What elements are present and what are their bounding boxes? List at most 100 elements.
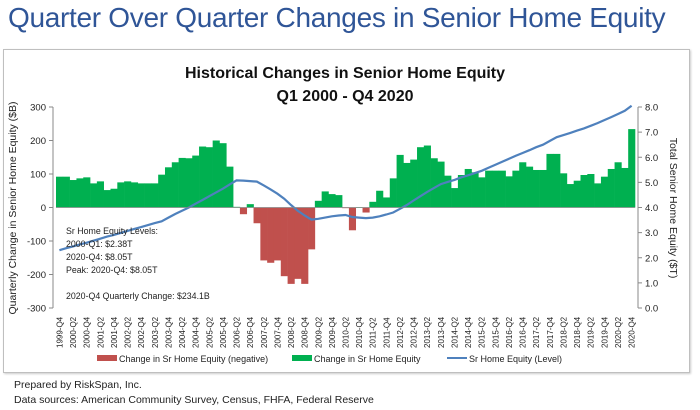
x-tick-label: 2017-Q4	[546, 316, 555, 348]
bar-positive	[382, 197, 391, 208]
annotation-text: Sr Home Equity Levels:	[66, 226, 158, 236]
bar-positive	[396, 154, 404, 208]
y-tick-label: -300	[27, 304, 46, 315]
x-tick-label: 2006-Q4	[246, 316, 255, 348]
x-tick-label: 2008-Q2	[287, 316, 296, 348]
x-tick-label: 1999-Q4	[55, 316, 64, 348]
bar-negative	[362, 207, 370, 213]
x-tick-label: 2019-Q4	[600, 316, 609, 348]
bar-negative	[294, 207, 302, 279]
bar-positive	[566, 184, 574, 208]
bar-positive	[56, 176, 64, 208]
y2-tick-label: 1.0	[645, 278, 658, 289]
bar-positive	[444, 175, 452, 208]
bar-positive	[151, 183, 159, 208]
x-tick-label: 2020-Q2	[614, 316, 623, 348]
annotation-text: 2000-Q1: $2.38T	[66, 239, 133, 249]
bar-positive	[90, 183, 98, 208]
x-tick-label: 2012-Q2	[396, 316, 405, 348]
x-tick-label: 2013-Q4	[437, 316, 446, 348]
bar-positive	[607, 168, 615, 208]
bar-negative	[280, 207, 288, 277]
x-tick-label: 2010-Q4	[355, 316, 364, 348]
bar-negative	[348, 207, 357, 231]
bar-positive	[594, 183, 602, 208]
bar-positive	[485, 170, 493, 208]
x-tick-label: 2004-Q2	[178, 316, 187, 348]
bar-negative	[239, 207, 248, 215]
y2-tick-label: 2.0	[645, 253, 658, 264]
bar-positive	[335, 195, 343, 208]
bar-positive	[553, 153, 561, 208]
bar-positive	[192, 155, 200, 208]
legend-label: Sr Home Equity (Level)	[469, 354, 562, 364]
bar-positive	[478, 177, 486, 208]
y2-tick-label: 8.0	[645, 103, 658, 114]
x-tick-label: 2003-Q4	[164, 316, 173, 348]
bar-positive	[369, 201, 377, 208]
bar-positive	[96, 181, 104, 208]
x-tick-label: 2011-Q4	[382, 317, 391, 348]
bar-positive	[573, 180, 581, 208]
x-tick-label: 2000-Q4	[83, 316, 92, 348]
bar-positive	[226, 166, 234, 208]
x-tick-label: 2019-Q2	[587, 316, 596, 348]
bar-positive	[512, 170, 520, 208]
x-tick-label: 2016-Q4	[519, 316, 528, 348]
bar-positive	[212, 140, 220, 208]
x-tick-label: 2010-Q2	[342, 316, 351, 348]
bar-positive	[110, 188, 118, 208]
bar-positive	[539, 169, 547, 208]
bar-positive	[178, 157, 186, 208]
bar-positive	[614, 162, 622, 208]
bar-positive	[464, 168, 472, 208]
y-tick-label: -200	[27, 270, 46, 281]
x-tick-label: 2011-Q2	[369, 317, 378, 348]
annotation-text: 2020-Q4 Quarterly Change: $234.1B	[66, 291, 210, 301]
bar-positive	[124, 181, 132, 208]
x-tick-label: 2005-Q4	[219, 316, 228, 348]
bar-positive	[376, 190, 384, 208]
y-tick-label: 0	[41, 203, 46, 214]
prepared-by: Prepared by RiskSpan, Inc.	[14, 379, 142, 391]
bar-positive	[389, 178, 397, 208]
bar-positive	[171, 162, 179, 208]
bar-positive	[600, 176, 609, 208]
bar-negative	[253, 207, 261, 224]
x-tick-label: 2001-Q4	[110, 316, 119, 348]
chart-container	[3, 49, 690, 373]
y-axis-label: Quarterly Change in Senior Home Equity (…	[7, 101, 19, 314]
bar-positive	[546, 153, 554, 208]
chart-title: Historical Changes in Senior Home Equity	[185, 65, 505, 82]
bar-positive	[76, 178, 84, 208]
bar-positive	[314, 200, 322, 208]
y2-axis-label: Total Senior Home Equity ($T)	[667, 138, 679, 279]
x-tick-label: 2015-Q2	[478, 316, 487, 348]
x-tick-label: 2009-Q2	[314, 316, 323, 348]
bar-positive	[417, 147, 425, 208]
chart-subtitle: Q1 2000 - Q4 2020	[277, 88, 414, 105]
x-tick-label: 2006-Q2	[233, 316, 242, 348]
bar-positive	[580, 175, 588, 208]
bar-positive	[628, 129, 636, 208]
bar-positive	[83, 177, 91, 208]
bar-positive	[219, 143, 227, 208]
bar-negative	[308, 207, 316, 250]
x-tick-label: 2009-Q4	[328, 316, 337, 348]
bar-positive	[321, 191, 329, 208]
bar-positive	[519, 162, 527, 208]
legend-swatch	[292, 355, 312, 361]
x-tick-label: 2004-Q4	[192, 316, 201, 348]
legend-label: Change in Sr Home Equity	[314, 354, 421, 364]
x-tick-label: 2017-Q2	[532, 316, 541, 348]
bar-positive	[560, 173, 568, 208]
bar-positive	[130, 182, 139, 208]
legend-label: Change in Sr Home Equity (negative)	[119, 354, 268, 364]
level-line	[59, 104, 633, 252]
bar-positive	[205, 147, 213, 208]
bar-positive	[185, 158, 193, 208]
y-tick-label: 100	[30, 170, 46, 181]
x-tick-label: 2015-Q4	[491, 316, 500, 348]
x-tick-label: 2005-Q2	[205, 316, 214, 348]
